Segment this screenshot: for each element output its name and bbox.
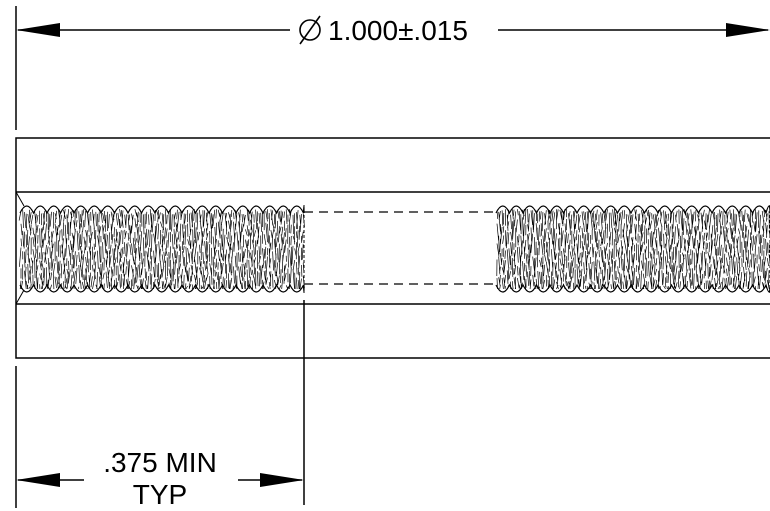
thread-region-left xyxy=(18,205,305,293)
arrowhead-right xyxy=(726,23,770,37)
chamfer-bottom xyxy=(15,289,25,305)
arrowhead-bottom-right xyxy=(260,473,304,487)
diameter-symbol xyxy=(299,15,321,45)
arrowhead-bottom-left xyxy=(16,473,60,487)
thread-crest-bottom xyxy=(19,283,305,293)
part-outline xyxy=(15,137,770,359)
thread-crest-bottom xyxy=(495,283,770,293)
arrowhead-left xyxy=(16,23,60,37)
thread-texture xyxy=(18,209,305,290)
part-body xyxy=(15,137,770,359)
thread-crest-top xyxy=(19,205,305,215)
diameter-value: 1.000±.015 xyxy=(328,15,468,46)
thread-texture xyxy=(496,208,770,290)
thread-length-dimension: .375 MIN TYP xyxy=(15,300,305,510)
thread-region-right xyxy=(495,205,770,293)
thread-length-note: TYP xyxy=(133,479,187,510)
thread-crest-top xyxy=(495,205,770,215)
thread-length-value: .375 MIN xyxy=(103,447,217,478)
diameter-dimension: 1.000±.015 xyxy=(15,6,770,130)
chamfer-top xyxy=(15,191,25,207)
